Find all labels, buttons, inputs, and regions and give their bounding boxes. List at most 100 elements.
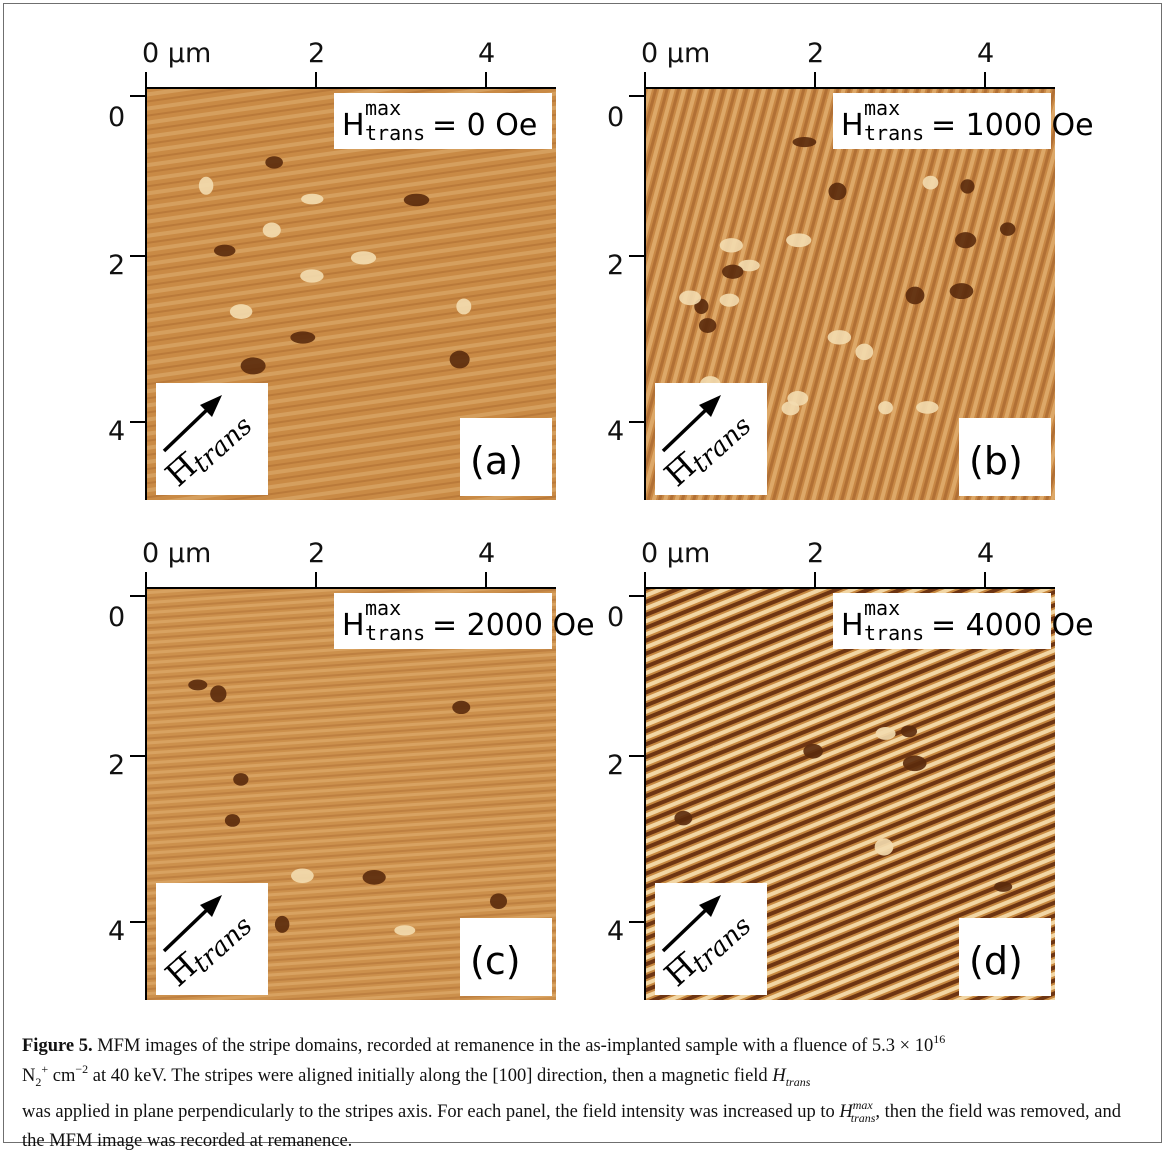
bright-domain-spot — [874, 838, 894, 856]
dark-domain-spot — [792, 137, 817, 148]
vector-bar-icon — [169, 450, 187, 466]
caption-n-sup: + — [41, 1062, 49, 1076]
field-label-box — [833, 593, 1051, 649]
y-tick-label: 4 — [108, 416, 125, 447]
figure-caption: Figure 5. MFM images of the stripe domai… — [22, 1028, 1144, 1153]
field-value: = 2000 Oe — [432, 608, 595, 643]
panel-letter-box — [959, 418, 1051, 496]
dark-domain-spot — [902, 755, 927, 772]
field-label-box — [334, 593, 552, 649]
panel-letter: (c) — [470, 939, 521, 983]
panel-letter: (b) — [969, 439, 1023, 483]
y-tick-label: 2 — [607, 250, 624, 281]
panel-letter: (d) — [969, 939, 1023, 983]
caption-text-1: MFM images of the stripe domains, record… — [97, 1036, 934, 1056]
bright-domain-spot — [855, 343, 874, 361]
caption-text-3: cm — [52, 1066, 76, 1086]
dark-domain-spot — [949, 283, 974, 300]
caption-exponent-m2: −2 — [75, 1062, 89, 1076]
caption-h-trans-sub: trans — [785, 1075, 811, 1089]
dark-domain-spot — [452, 700, 471, 715]
field-direction-arrow — [661, 403, 713, 453]
caption-label: Figure 5. — [22, 1036, 93, 1056]
bright-domain-spot — [875, 727, 896, 740]
dark-domain-spot — [994, 881, 1013, 892]
caption-n-sub: 2 — [35, 1075, 42, 1089]
field-symbol-sub: trans — [365, 621, 425, 645]
bright-domain-spot — [878, 401, 893, 415]
bright-domain-spot — [198, 176, 214, 195]
field-symbol-sup: max — [864, 596, 900, 620]
bright-domain-spot — [679, 290, 702, 306]
field-symbol-sub: trans — [864, 621, 924, 645]
field-label-box — [833, 93, 1051, 149]
vector-bar-icon — [668, 950, 686, 966]
bright-domain-spot — [350, 251, 377, 265]
x-tick-label: 2 — [308, 538, 325, 569]
dark-domain-spot — [224, 814, 241, 827]
panel-letter-box — [460, 918, 552, 996]
y-tick-label: 4 — [607, 916, 624, 947]
dark-domain-spot — [905, 286, 925, 305]
field-value: = 4000 Oe — [931, 608, 1094, 643]
x-tick-label: 2 — [308, 38, 325, 69]
field-symbol-h: H — [841, 608, 864, 643]
panel-letter-box — [959, 918, 1051, 996]
x-tick-label: 4 — [478, 538, 495, 569]
x-tick-label: 2 — [807, 538, 824, 569]
dark-domain-spot — [999, 222, 1016, 236]
y-tick-label: 0 — [607, 102, 624, 133]
field-symbol-sub: trans — [365, 121, 425, 145]
bright-domain-spot — [719, 238, 743, 253]
bright-domain-spot — [719, 293, 740, 307]
caption-text-6: , then the field was removed, and the MF… — [22, 1102, 1121, 1151]
x-tick-label: 4 — [977, 38, 994, 69]
dark-domain-spot — [403, 193, 430, 207]
dark-domain-spot — [960, 179, 975, 194]
field-symbol-h: H — [841, 108, 864, 143]
field-value: = 0 Oe — [432, 108, 537, 143]
arrow-head-icon — [200, 895, 222, 917]
arrow-head-icon — [699, 395, 721, 417]
panel-letter-box — [460, 418, 552, 496]
vector-bar-icon — [668, 450, 686, 466]
dark-domain-spot — [674, 810, 693, 826]
field-symbol-sup: max — [365, 96, 401, 120]
x-tick-label: 4 — [478, 38, 495, 69]
bright-domain-spot — [916, 401, 939, 414]
dark-domain-spot — [240, 357, 266, 375]
bright-domain-spot — [229, 304, 253, 319]
caption-text-4: at 40 keV. The stripes were aligned init… — [92, 1066, 768, 1086]
dark-domain-spot — [274, 915, 290, 933]
field-direction-arrow — [661, 903, 713, 953]
caption-text-5: was applied in plane perpendicularly to … — [22, 1102, 835, 1122]
y-tick-label: 2 — [607, 750, 624, 781]
x-tick-label: 0 µm — [641, 38, 710, 69]
dark-domain-spot — [233, 773, 249, 786]
bright-domain-spot — [922, 175, 939, 190]
bright-domain-spot — [827, 330, 852, 345]
bright-domain-spot — [456, 298, 472, 315]
bright-domain-spot — [738, 259, 760, 272]
x-tick-label: 2 — [807, 38, 824, 69]
x-tick-label: 4 — [977, 538, 994, 569]
arrow-head-icon — [699, 895, 721, 917]
y-tick-label: 0 — [108, 102, 125, 133]
bright-domain-spot — [300, 269, 324, 283]
bright-domain-spot — [786, 233, 812, 248]
y-tick-label: 2 — [108, 250, 125, 281]
dark-domain-spot — [900, 725, 918, 738]
bright-domain-spot — [291, 868, 314, 884]
bright-domain-spot — [301, 193, 324, 205]
dark-domain-spot — [698, 318, 717, 333]
dark-domain-spot — [449, 350, 470, 369]
y-tick-label: 0 — [607, 602, 624, 633]
arrow-head-icon — [200, 395, 222, 417]
dark-domain-spot — [265, 156, 283, 169]
caption-h-max-sub: trans — [850, 1111, 876, 1125]
bright-domain-spot — [262, 222, 281, 238]
